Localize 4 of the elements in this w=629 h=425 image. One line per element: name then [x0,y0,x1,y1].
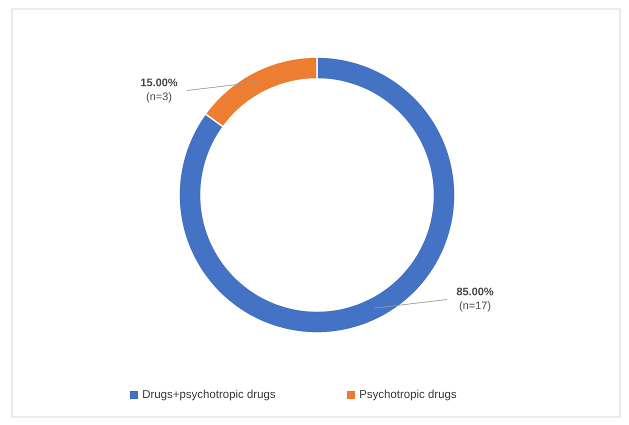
legend-label: Drugs+psychotropic drugs [143,390,276,400]
legend-label: Psychotropic drugs [360,390,456,400]
data-label: 85.00% (n=17) [456,288,494,312]
data-label: 15.00% (n=3) [141,78,178,102]
